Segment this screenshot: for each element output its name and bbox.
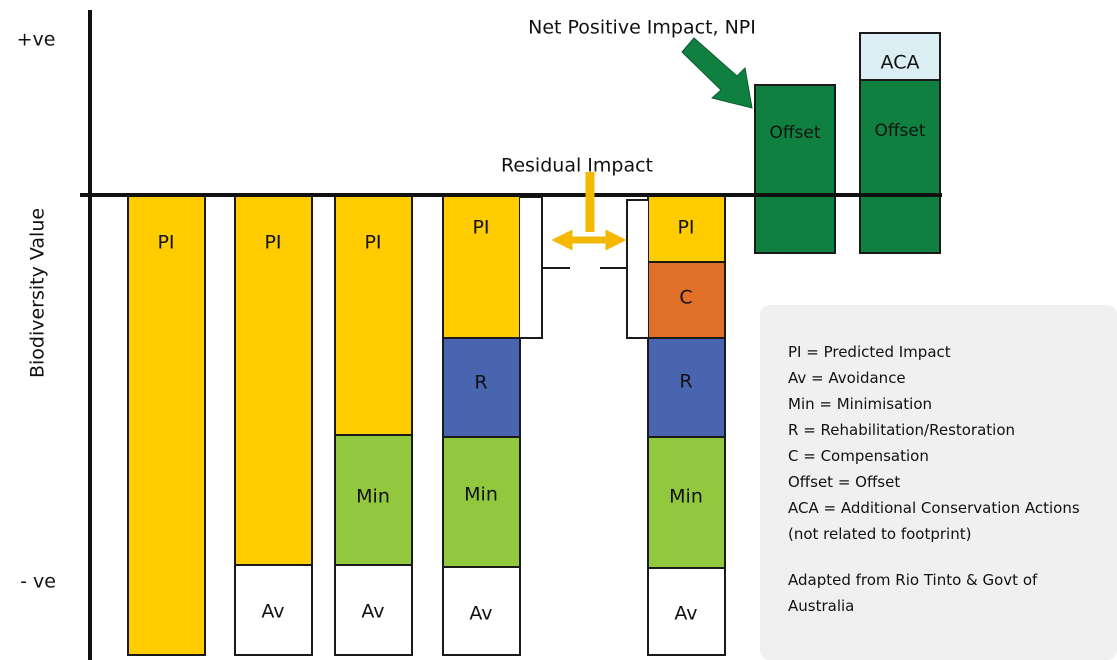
legend-item: R = Rehabilitation/Restoration [788,421,1016,439]
legend: PI = Predicted Impact Av = Avoidance Min… [760,305,1117,660]
block-label: Min [356,486,390,508]
block-label: PI [157,232,174,254]
block [647,261,726,339]
block [234,564,313,656]
block [334,194,413,436]
block [859,79,941,254]
block-label: ACA [881,52,920,74]
legend-item: C = Compensation [788,447,929,465]
block-label: PI [364,232,381,254]
bracket [520,196,543,339]
block-label: PI [264,232,281,254]
annotation: Residual Impact [501,155,653,177]
block-label: PI [677,217,694,239]
block [647,194,726,263]
block-label: PI [472,217,489,239]
block [234,194,313,566]
block-label: Av [674,603,697,625]
block [647,567,726,656]
block-label: Offset [874,121,925,141]
block [859,32,941,81]
block [442,337,521,438]
legend-item: Min = Minimisation [788,395,933,413]
legend-item: PI = Predicted Impact [788,343,951,361]
axis-label: - ve [20,571,56,593]
axis-label: +ve [17,29,56,51]
block [442,566,521,656]
annotation: Net Positive Impact, NPI [528,17,756,39]
block-label: R [474,372,487,394]
axis-title: Biodiversity Value [27,208,49,378]
legend-item: Offset = Offset [788,473,901,491]
block-label: Av [469,603,492,625]
legend-item: ACA = Additional Conservation Actions (n… [788,499,1080,543]
block-label: Av [261,601,284,623]
block [754,84,836,254]
block-label: R [679,371,692,393]
block-label: C [679,287,692,309]
block-label: Av [361,601,384,623]
arrow [681,37,753,109]
block-label: Offset [769,123,820,143]
bracket [626,199,648,339]
block-label: Min [464,484,498,506]
block [127,194,206,656]
block [334,564,413,656]
block-label: Min [669,486,703,508]
legend-item: Av = Avoidance [788,369,906,387]
source-note: Adapted from Rio Tinto & Govt of Austral… [788,571,1038,615]
block [647,436,726,569]
